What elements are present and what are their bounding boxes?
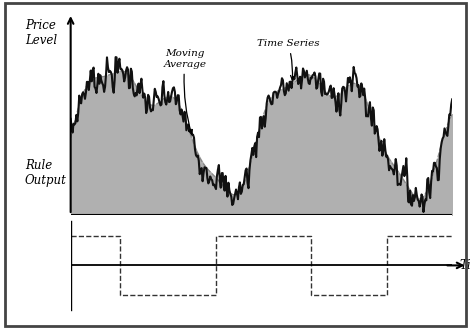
Text: Time: Time [460,259,471,272]
Text: Moving
Average: Moving Average [163,49,207,134]
Text: Rule
Output: Rule Output [25,160,67,188]
Text: Time Series: Time Series [257,39,319,80]
Text: Price
Level: Price Level [25,19,57,47]
